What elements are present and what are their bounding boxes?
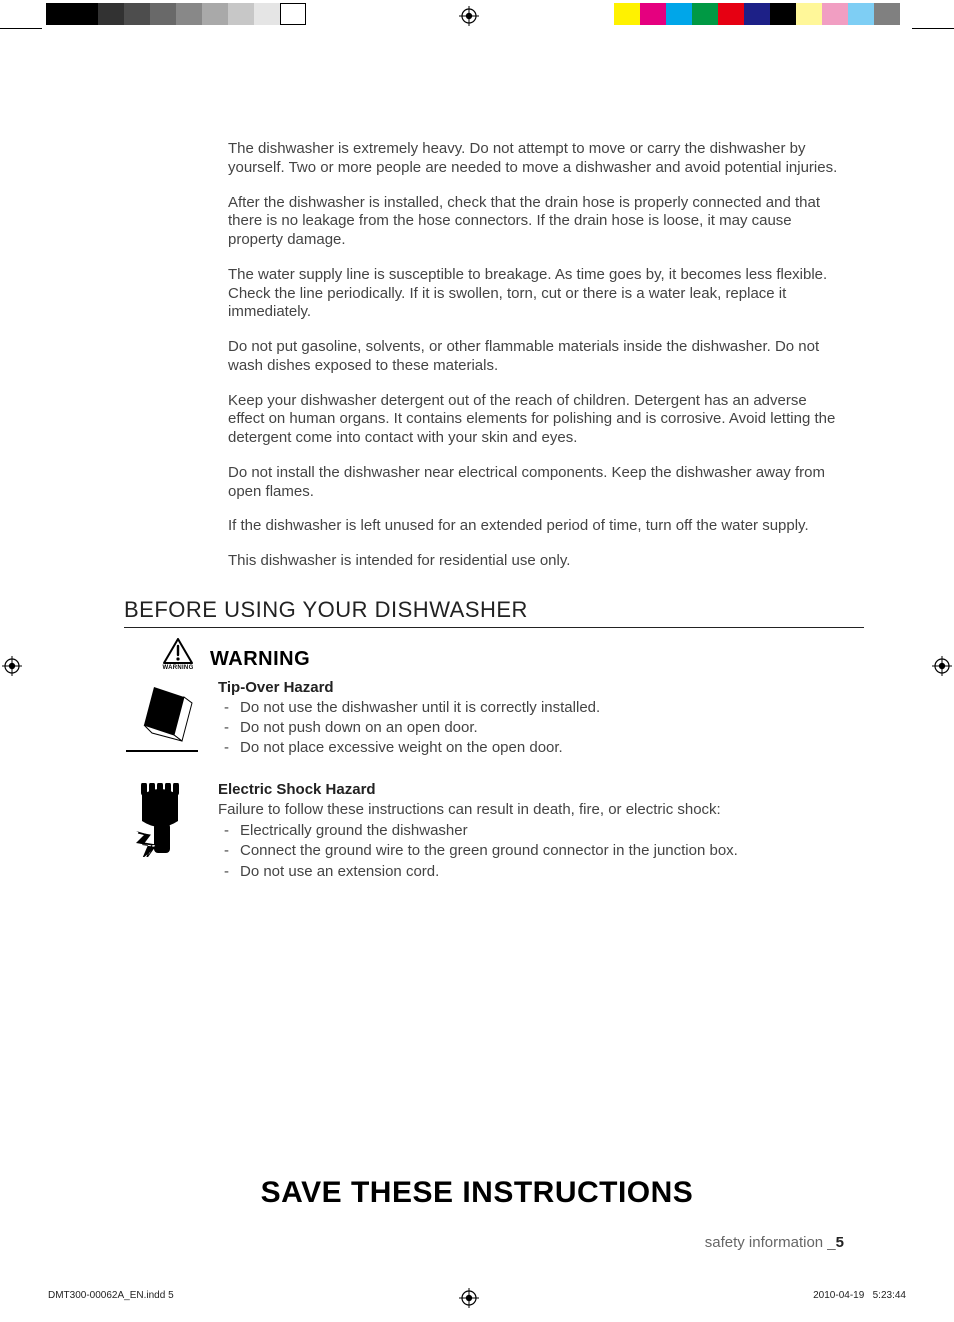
safety-paragraph: The dishwasher is extremely heavy. Do no… xyxy=(228,140,838,178)
warning-header: WARNING WARNING xyxy=(154,638,864,671)
registration-mark-top xyxy=(459,6,479,26)
safety-paragraph: If the dishwasher is left unused for an … xyxy=(228,517,838,536)
color-swatch xyxy=(718,3,744,25)
color-swatch xyxy=(202,3,228,25)
crop-mark-right xyxy=(912,28,954,29)
safety-paragraph: After the dishwasher is installed, check… xyxy=(228,194,838,250)
hazard-item: Do not use the dishwasher until it is co… xyxy=(218,698,864,718)
safety-paragraph: This dishwasher is intended for resident… xyxy=(228,552,838,571)
color-swatch xyxy=(666,3,692,25)
warning-caption: WARNING xyxy=(154,665,202,671)
color-swatch xyxy=(874,3,900,25)
color-swatch xyxy=(150,3,176,25)
color-swatch xyxy=(822,3,848,25)
hazard-title: Electric Shock Hazard xyxy=(218,781,864,798)
safety-paragraphs: The dishwasher is extremely heavy. Do no… xyxy=(228,140,838,571)
print-date: 2010-04-19 xyxy=(813,1290,864,1301)
color-swatch xyxy=(692,3,718,25)
page-number: 5 xyxy=(836,1234,844,1251)
registration-mark-left xyxy=(2,656,22,676)
color-swatch xyxy=(176,3,202,25)
footer-label: safety information _ xyxy=(705,1234,836,1251)
hazard-title: Tip-Over Hazard xyxy=(218,679,864,696)
page-content: The dishwasher is extremely heavy. Do no… xyxy=(124,140,864,904)
print-slug: DMT300-00062A_EN.indd 5 2010-04-19 5:23:… xyxy=(48,1290,906,1301)
color-swatch xyxy=(228,3,254,25)
color-swatch xyxy=(72,3,98,25)
color-swatch xyxy=(124,3,150,25)
safety-paragraph: Keep your dishwasher detergent out of th… xyxy=(228,392,838,448)
color-swatch xyxy=(744,3,770,25)
hazard-list: Do not use the dishwasher until it is co… xyxy=(218,698,864,759)
hazard-lead: Failure to follow these instructions can… xyxy=(218,800,864,820)
shock-hazard-block: Electric Shock Hazard Failure to follow … xyxy=(124,781,864,882)
tipover-hazard-block: Tip-Over Hazard Do not use the dishwashe… xyxy=(124,679,864,759)
safety-paragraph: Do not put gasoline, solvents, or other … xyxy=(228,338,838,376)
print-file: DMT300-00062A_EN.indd 5 xyxy=(48,1290,174,1301)
color-swatch xyxy=(848,3,874,25)
shock-icon xyxy=(124,781,218,882)
warning-word: WARNING xyxy=(210,648,310,671)
color-swatch xyxy=(796,3,822,25)
color-swatch xyxy=(46,3,72,25)
save-instructions: SAVE THESE INSTRUCTIONS xyxy=(0,1176,954,1210)
tipover-icon xyxy=(124,679,218,759)
hazard-item: Electrically ground the dishwasher xyxy=(218,821,864,841)
safety-paragraph: Do not install the dishwasher near elect… xyxy=(228,464,838,502)
color-swatch xyxy=(614,3,640,25)
crop-mark-left xyxy=(0,28,42,29)
section-heading: BEFORE USING YOUR DISHWASHER xyxy=(124,597,864,628)
hazard-item: Connect the ground wire to the green gro… xyxy=(218,841,864,861)
page-footer: safety information _5 xyxy=(705,1234,844,1251)
hazard-item: Do not place excessive weight on the ope… xyxy=(218,738,864,758)
color-swatch xyxy=(770,3,796,25)
color-swatch xyxy=(280,3,306,25)
safety-paragraph: The water supply line is susceptible to … xyxy=(228,266,838,322)
hazard-item: Do not push down on an open door. xyxy=(218,718,864,738)
color-swatch xyxy=(640,3,666,25)
color-swatch xyxy=(254,3,280,25)
print-time: 5:23:44 xyxy=(873,1290,906,1301)
hazard-list: Electrically ground the dishwasherConnec… xyxy=(218,821,864,882)
color-swatch xyxy=(98,3,124,25)
hazard-item: Do not use an extension cord. xyxy=(218,862,864,882)
warning-triangle-icon: WARNING xyxy=(154,638,202,671)
registration-mark-right xyxy=(932,656,952,676)
